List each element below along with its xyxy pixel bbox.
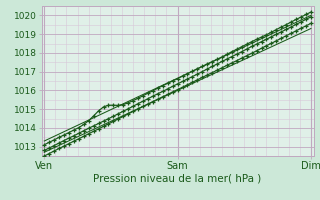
X-axis label: Pression niveau de la mer( hPa ): Pression niveau de la mer( hPa ) (93, 174, 262, 184)
